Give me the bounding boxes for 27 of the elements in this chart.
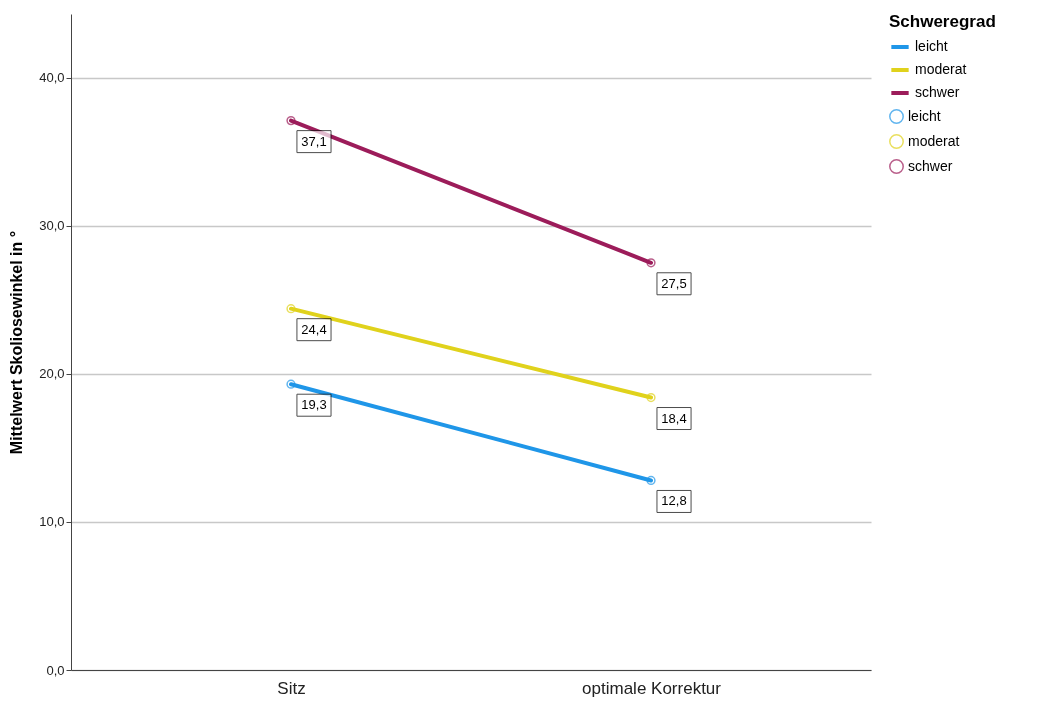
- legend-label: schwer: [908, 157, 953, 174]
- x-tick-label: optimale Korrektur: [582, 678, 722, 698]
- y-axis-title: Mittelwert Skoliosewinkel in °: [8, 230, 26, 455]
- legend-title: Schweregrad: [889, 12, 996, 31]
- data-label: 18,4: [661, 410, 687, 426]
- legend-label: leicht: [908, 107, 941, 124]
- data-label: 37,1: [301, 133, 327, 149]
- data-label: 12,8: [661, 493, 687, 509]
- point: [646, 392, 656, 403]
- data-label: 24,4: [301, 321, 327, 337]
- data-label: 27,5: [661, 275, 687, 291]
- text: moderat: [915, 61, 967, 77]
- data-label: 19,3: [301, 397, 327, 413]
- point: [646, 258, 656, 268]
- legend-label: moderat: [908, 132, 960, 149]
- y-tick-label: 20,0: [39, 366, 65, 382]
- point: [286, 304, 296, 314]
- y-tick-label: 0,0: [46, 662, 65, 678]
- point: [646, 475, 656, 486]
- y-tick-label: 40,0: [39, 70, 65, 86]
- x-tick-label: Sitz: [277, 678, 306, 698]
- text: schwer: [915, 84, 960, 100]
- y-tick-label: 30,0: [39, 218, 65, 234]
- text: leicht: [915, 38, 948, 54]
- point: [286, 379, 296, 389]
- y-tick-label: 10,0: [39, 514, 65, 530]
- point: [286, 116, 296, 126]
